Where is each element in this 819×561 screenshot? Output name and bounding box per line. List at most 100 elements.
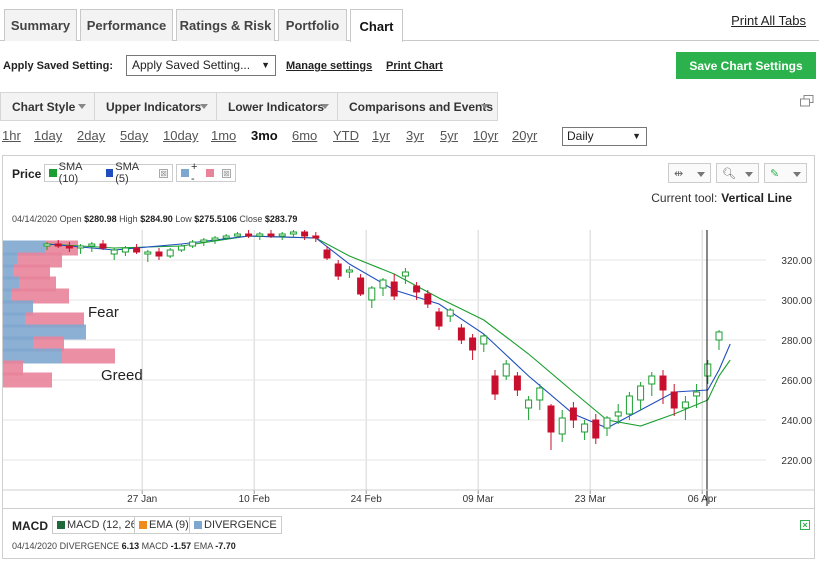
x-tick-label: 24 Feb [351,494,383,505]
candle-up [345,269,353,273]
tab-summary[interactable]: Summary [4,9,77,41]
menu-comparisons-events[interactable]: Comparisons and Events [338,93,498,120]
macd-date: 04/14/2020 [12,541,58,551]
range-6mo[interactable]: 6mo [292,128,318,143]
volume-by-price-bar-up [3,264,13,280]
greed-annotation: Greed [101,367,143,384]
ema-legend-item: EMA (9) [134,516,194,534]
range-1mo[interactable]: 1mo [211,128,237,143]
candle-up [222,235,230,239]
range-3mo[interactable]: 3mo [251,128,278,143]
divergence-label: DIVERGENCE [59,541,120,551]
volume-down-swatch [206,169,215,177]
candle-up [289,231,297,235]
candle-down [54,243,62,247]
remove-indicator-icon[interactable]: ⊠ [222,168,231,178]
candle-up [189,241,197,247]
caret-down-icon [793,172,801,177]
ema-swatch [139,521,147,529]
candle-up [536,387,544,401]
range-5day[interactable]: 5day [120,128,149,143]
menu-chart-style[interactable]: Chart Style [1,93,95,120]
y-tick-label: 320.00 [781,256,812,267]
range-20yr[interactable]: 20yr [512,128,538,143]
high-label: High [119,214,138,224]
candle-down [457,327,465,341]
popout-window-icon[interactable] [800,95,814,107]
print-all-tabs-link[interactable]: Print All Tabs [731,13,806,28]
range-1yr[interactable]: 1yr [372,128,391,143]
range-10day[interactable]: 10day [163,128,199,143]
volume-by-price-bar-up [3,252,17,268]
candle-down [390,281,398,297]
candle-down [569,407,577,421]
tab-ratings-risk[interactable]: Ratings & Risk [176,9,275,41]
candle-down [245,233,253,237]
range-3yr[interactable]: 3yr [406,128,425,143]
candle-down [133,247,141,253]
divergence-legend-label: DIVERGENCE [204,519,277,531]
range-5yr[interactable]: 5yr [440,128,459,143]
range-10yr[interactable]: 10yr [473,128,499,143]
candle-up [110,249,118,255]
ema-label: EMA [193,541,213,551]
candle-up [77,245,85,249]
open-value: $280.98 [84,214,117,224]
draw-tool-dropdown[interactable]: ✎ [764,163,807,183]
candle-down [99,243,107,249]
chart-menu-bar: Chart Style Upper Indicators Lower Indic… [0,92,498,121]
save-chart-settings-button[interactable]: Save Chart Settings [676,52,816,79]
dropdown-arrow-icon: ▼ [261,60,270,70]
candle-up [637,385,645,401]
candle-up [278,233,286,237]
candle-up [368,287,376,301]
fear-annotation: Fear [88,304,119,321]
tab-chart[interactable]: Chart [350,9,403,42]
caret-down-icon [745,172,753,177]
candle-up [177,245,185,251]
current-tool-value: Vertical Line [721,191,792,205]
macd-readout: 04/14/2020 DIVERGENCE 6.13 MACD -1.57 EM… [12,541,236,551]
frequency-select[interactable]: Daily ▼ [562,127,647,146]
candle-down [155,251,163,257]
volume-by-price-bar-up [3,312,25,328]
y-tick-label: 300.00 [781,296,812,307]
candle-up [581,423,589,433]
range-2day[interactable]: 2day [77,128,106,143]
close-label: Close [239,214,263,224]
close-panel-icon[interactable]: × [800,520,810,530]
volume-by-price-bar-down [33,336,64,352]
remove-indicator-icon[interactable]: ⊠ [159,168,168,178]
caret-down-icon [697,172,705,177]
crosshair-tool-dropdown[interactable]: ⇹ [668,163,711,183]
low-label: Low [175,214,192,224]
candle-up [648,375,656,385]
print-chart-link[interactable]: Print Chart [386,60,443,72]
volume-by-price-bar-up [3,276,19,292]
candle-down [513,375,521,391]
tab-performance[interactable]: Performance [80,9,173,41]
candle-up [502,363,510,377]
ohlc-date: 04/14/2020 [12,214,58,224]
zoom-tool-dropdown[interactable]: 🔍︎ [716,163,759,183]
sma5-legend-label: SMA (5) [115,161,139,185]
candle-down [334,263,342,277]
price-chart[interactable]: 220.00 240.00 260.00 280.00 300.00 320.00 27 … [3,230,814,506]
range-1day[interactable]: 1day [34,128,63,143]
tab-portfolio[interactable]: Portfolio [278,9,347,41]
sma10-legend-label: SMA (10) [58,161,82,185]
x-tick-label: 06 Apr [688,494,718,505]
ohlc-readout: 04/14/2020 Open $280.98 High $284.90 Low… [12,214,297,224]
saved-setting-select[interactable]: Apply Saved Setting... ▼ [126,55,276,76]
volume-by-price-bar-down [19,276,56,292]
volume-by-price-bar-down [3,372,52,388]
manage-settings-link[interactable]: Manage settings [286,60,373,72]
menu-lower-indicators[interactable]: Lower Indicators [217,93,338,120]
menu-upper-indicators[interactable]: Upper Indicators [95,93,217,120]
range-1hr[interactable]: 1hr [2,128,21,143]
candle-down [267,233,275,237]
range-ytd[interactable]: YTD [333,128,359,143]
chart-container [2,155,815,559]
menu-label: Chart Style [12,99,76,114]
divergence-value: 6.13 [121,541,140,551]
